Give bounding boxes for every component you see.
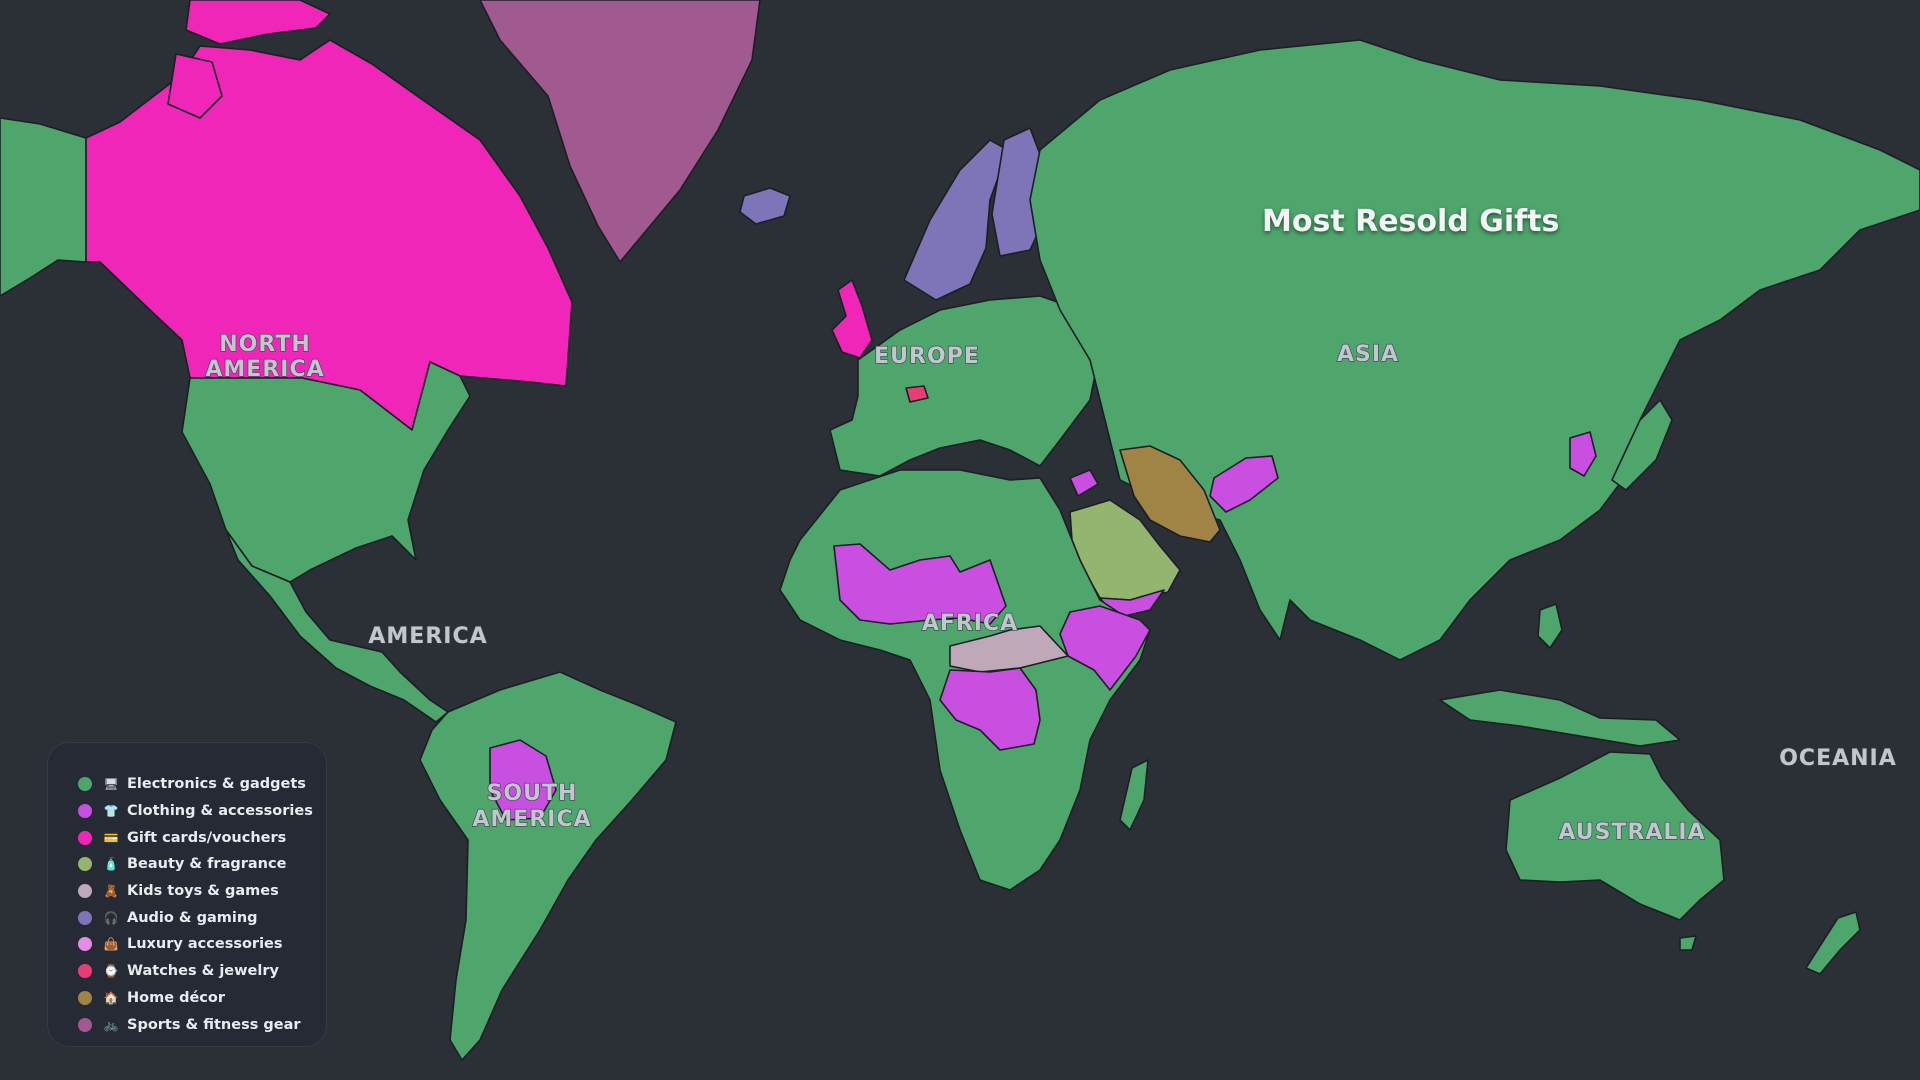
region-label-america: AMERICA	[368, 624, 487, 649]
region-label-south-america-2: AMERICA	[472, 807, 591, 832]
country-iceland	[739, 187, 791, 225]
legend-item: 👜 Luxury accessories	[78, 931, 326, 958]
country-dr-congo	[939, 667, 1041, 751]
legend-item: ⌚ Watches & jewelry	[78, 958, 326, 985]
legend-item: 🚲 Sports & fitness gear	[78, 1011, 326, 1038]
region-label-europe: EUROPE	[874, 344, 980, 369]
legend-color-swatch	[78, 964, 92, 979]
legend-item: 👕 Clothing & accessories	[78, 798, 326, 825]
country-korea	[1569, 431, 1597, 477]
country-ethiopia-somalia	[1059, 605, 1151, 691]
legend-label: Watches & jewelry	[127, 963, 279, 980]
house-icon: 🏠	[103, 990, 119, 1005]
legend-item: 🎧 Audio & gaming	[78, 904, 326, 931]
legend-label: Kids toys & games	[127, 883, 279, 900]
legend-item: 🖥 Electronics & gadgets	[78, 771, 326, 798]
legend: 🖥 Electronics & gadgets 👕 Clothing & acc…	[47, 742, 327, 1047]
country-southeast-asia-islands	[1439, 689, 1681, 747]
country-tasmania	[1679, 935, 1697, 951]
legend-color-swatch	[78, 937, 92, 952]
country-alaska	[0, 117, 87, 297]
country-uk	[831, 279, 873, 359]
region-label-africa: AFRICA	[922, 611, 1018, 636]
region-label-north-america-2: AMERICA	[205, 357, 324, 382]
country-madagascar	[1119, 759, 1149, 831]
legend-color-swatch	[78, 830, 92, 845]
legend-color-swatch	[78, 884, 92, 899]
legend-label: Beauty & fragrance	[127, 856, 287, 873]
watch-icon: ⌚	[103, 964, 119, 979]
legend-label: Sports & fitness gear	[127, 1016, 301, 1033]
legend-color-swatch	[78, 777, 92, 792]
country-australia	[1505, 751, 1725, 921]
region-label-australia: AUSTRALIA	[1558, 820, 1705, 845]
country-central-africa-band	[949, 625, 1069, 673]
map-title: Most Resold Gifts	[1262, 204, 1560, 239]
computer-icon: 🖥	[103, 777, 119, 792]
legend-item: 🏠 Home décor	[78, 985, 326, 1012]
legend-item: 🧸 Kids toys & games	[78, 878, 326, 905]
shirt-icon: 👕	[103, 804, 119, 819]
country-switzerland	[905, 385, 929, 403]
legend-label: Home décor	[127, 989, 226, 1006]
legend-item: 💳 Gift cards/vouchers	[78, 824, 326, 851]
headphones-icon: 🎧	[103, 910, 119, 925]
country-usa	[181, 361, 471, 583]
bicycle-icon: 🚲	[103, 1017, 119, 1032]
legend-color-swatch	[78, 910, 92, 925]
country-greenland	[479, 0, 761, 263]
country-afghanistan	[1209, 455, 1279, 513]
legend-label: Electronics & gadgets	[127, 776, 306, 793]
country-canada	[85, 39, 573, 431]
region-label-asia: ASIA	[1337, 342, 1399, 367]
region-label-south-america-1: SOUTH	[487, 781, 578, 806]
country-canada-arctic-islands-2	[167, 53, 223, 119]
country-syria	[1069, 469, 1099, 497]
country-sahel	[833, 543, 1007, 625]
country-japan	[1611, 399, 1673, 491]
country-canada-arctic-islands	[185, 0, 331, 45]
legend-label: Gift cards/vouchers	[127, 829, 287, 846]
region-label-oceania: OCEANIA	[1779, 746, 1897, 771]
region-label-north-america-1: NORTH	[219, 332, 311, 357]
legend-color-swatch	[78, 857, 92, 872]
legend-label: Luxury accessories	[127, 936, 283, 953]
country-philippines	[1537, 603, 1563, 649]
legend-color-swatch	[78, 990, 92, 1005]
country-bolivia	[489, 739, 557, 821]
legend-color-swatch	[78, 804, 92, 819]
country-europe	[829, 295, 1101, 477]
legend-label: Clothing & accessories	[127, 803, 313, 820]
lotion-bottle-icon: 🧴	[103, 857, 119, 872]
handbag-icon: 👜	[103, 937, 119, 952]
country-iran	[1119, 445, 1221, 543]
teddy-bear-icon: 🧸	[103, 884, 119, 899]
country-new-zealand	[1805, 911, 1861, 975]
country-russia-asia	[1029, 39, 1920, 661]
country-south-america	[419, 671, 677, 1061]
legend-label: Audio & gaming	[127, 909, 258, 926]
legend-color-swatch	[78, 1017, 92, 1032]
credit-card-icon: 💳	[103, 830, 119, 845]
legend-item: 🧴 Beauty & fragrance	[78, 851, 326, 878]
